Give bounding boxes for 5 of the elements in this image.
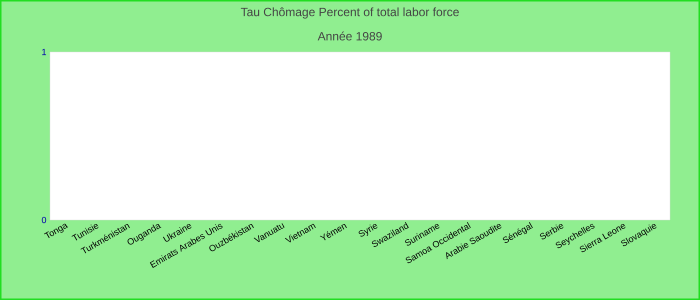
chart-title: Tau Chômage Percent of total labor force: [240, 7, 459, 19]
chart-subtitle: Année 1989: [318, 32, 382, 40]
y-tick-label: 1: [42, 48, 46, 56]
y-tick-label: 0: [42, 216, 46, 224]
x-tick-label: Tonga: [44, 224, 68, 238]
